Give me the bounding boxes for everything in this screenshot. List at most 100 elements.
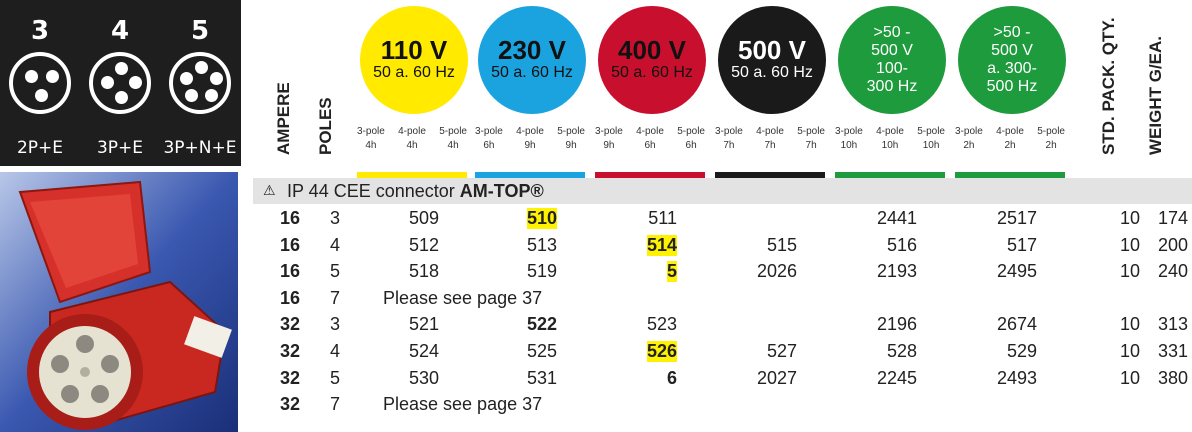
cell-v110: 512 [408, 234, 439, 255]
cell-weight: 331 [1157, 341, 1188, 361]
frequency-label: 50 a. 60 Hz [373, 64, 455, 81]
pin-3: 3 2P+E [0, 0, 80, 166]
cell-poles: 5 [329, 367, 340, 388]
pin-count: 5 [190, 16, 210, 46]
table-row: 32 4 524 525 526 527 528 529 10 331 [253, 339, 1192, 365]
voltage-badge: 110 V 50 a. 60 Hz [360, 6, 468, 114]
voltage-label: >50 - [993, 24, 1031, 41]
frequency-label: 500 Hz [986, 78, 1038, 95]
cell-pack: 10 [1119, 341, 1140, 361]
cell-amp: 16 [279, 287, 300, 308]
frequency-label: 50 a. 60 Hz [491, 64, 573, 81]
cell-amp: 32 [279, 314, 300, 335]
pin-count: 3 [30, 16, 50, 46]
pole-position: 4-pole 2h [996, 126, 1024, 151]
cell-v230: 510 [526, 208, 557, 229]
section-header: ⚠ IP 44 CEE connector AM-TOP® [253, 178, 1192, 204]
cell-v500: 2027 [756, 367, 797, 388]
weight-header: WEIGHT G/EA. [1146, 36, 1165, 155]
frequency-label: 50 a. 60 Hz [731, 64, 813, 81]
frequency-label: 50 a. 60 Hz [611, 64, 693, 81]
pin-config-label: 3P+E [96, 138, 144, 158]
cell-pack: 10 [1119, 314, 1140, 335]
cell-g1: 2245 [876, 367, 917, 388]
table-row: 32 3 521 522 523 2196 2674 10 313 [253, 312, 1192, 338]
pole-clock-positions: 3-pole 2h 4-pole 2h 5-pole 2h [955, 125, 1065, 153]
cell-g1: 2196 [876, 314, 917, 335]
cell-v400: 511 [648, 208, 677, 228]
cell-poles: 7 [329, 394, 340, 415]
pin-5: 5 3P+N+E [160, 0, 240, 166]
voltage-badge: 230 V 50 a. 60 Hz [478, 6, 586, 114]
cell-amp: 16 [279, 261, 300, 282]
cell-v400: 6 [666, 367, 677, 388]
cell-v230: 531 [526, 367, 557, 388]
voltage-color-bar [955, 172, 1065, 178]
cell-poles: 3 [329, 208, 340, 228]
pole-position: 4-pole 10h [876, 126, 904, 151]
cell-note: Please see page 37 [383, 394, 543, 415]
cell-pack: 10 [1119, 208, 1140, 228]
frequency-label: 100- [875, 60, 909, 77]
cell-amp: 32 [279, 341, 300, 361]
socket-3-pin-icon [9, 52, 71, 114]
cell-v230: 522 [526, 314, 557, 335]
voltage-color-bar [357, 172, 467, 178]
product-photo [0, 172, 238, 432]
cell-v230: 525 [526, 341, 557, 361]
table-row: 16 4 512 513 514 515 516 517 10 200 [253, 233, 1192, 259]
pole-position: 4-pole 9h [516, 126, 544, 151]
frequency-label: 500 V [991, 42, 1033, 59]
table-row: 32 7 Please see page 37 [253, 392, 1192, 418]
cell-g1: 516 [886, 234, 917, 255]
cell-poles: 4 [329, 341, 340, 361]
pole-position: 3-pole 9h [595, 126, 623, 151]
frequency-label: 500 V [871, 42, 913, 59]
voltage-badge: 400 V 50 a. 60 Hz [598, 6, 706, 114]
section-title: IP 44 CEE connector AM-TOP® [287, 181, 544, 201]
cell-v500: 515 [766, 234, 797, 255]
cell-g2: 2493 [996, 367, 1037, 388]
socket-4-pin-icon [89, 52, 151, 114]
table-row: 16 5 518 519 5 2026 2193 2495 10 240 [253, 259, 1192, 285]
pole-position: 3-pole 10h [835, 126, 863, 151]
cell-g1: 2441 [876, 208, 917, 228]
pole-clock-positions: 3-pole 4h 4-pole 4h 5-pole 4h [357, 125, 467, 153]
frequency-label: a. 300- [987, 60, 1037, 77]
cell-poles: 7 [329, 287, 340, 308]
frequency-label: 300 Hz [866, 78, 918, 95]
cell-v500: 527 [766, 341, 797, 361]
pin-config-label: 2P+E [16, 138, 64, 158]
cell-poles: 3 [329, 314, 340, 335]
cell-v110: 530 [408, 367, 439, 388]
cell-weight: 240 [1157, 261, 1188, 282]
pole-position: 5-pole 6h [677, 126, 705, 151]
pack-qty-header: STD. PACK. QTY. [1099, 17, 1118, 155]
pole-position: 3-pole 4h [357, 126, 385, 151]
voltage-label: >50 - [873, 24, 911, 41]
cell-v400: 514 [646, 234, 677, 256]
table-row: 32 5 530 531 6 2027 2245 2493 10 380 [253, 366, 1192, 392]
pole-position: 5-pole 7h [797, 126, 825, 151]
cell-v500: 2026 [756, 261, 797, 282]
pole-clock-positions: 3-pole 10h 4-pole 10h 5-pole 10h [835, 125, 945, 153]
cell-pack: 10 [1119, 367, 1140, 388]
voltage-color-bar [595, 172, 705, 178]
pole-clock-positions: 3-pole 6h 4-pole 9h 5-pole 9h [475, 125, 585, 153]
pole-position: 5-pole 4h [439, 126, 467, 151]
cell-note: Please see page 37 [383, 287, 543, 308]
pole-clock-positions: 3-pole 9h 4-pole 6h 5-pole 6h [595, 125, 705, 153]
pole-position: 5-pole 10h [917, 126, 945, 151]
cell-g2: 517 [1006, 234, 1037, 255]
table-row: 16 3 509 510 511 2441 2517 10 174 [253, 206, 1192, 232]
cell-poles: 5 [329, 261, 340, 282]
pin-count: 4 [110, 16, 130, 46]
cell-weight: 200 [1157, 234, 1188, 255]
cell-v400: 526 [646, 341, 677, 362]
pole-position: 3-pole 2h [955, 126, 983, 151]
voltage-label: 500 V [738, 35, 806, 65]
voltage-label: 400 V [618, 35, 686, 65]
cell-weight: 313 [1157, 314, 1188, 335]
cell-v110: 518 [408, 261, 439, 282]
